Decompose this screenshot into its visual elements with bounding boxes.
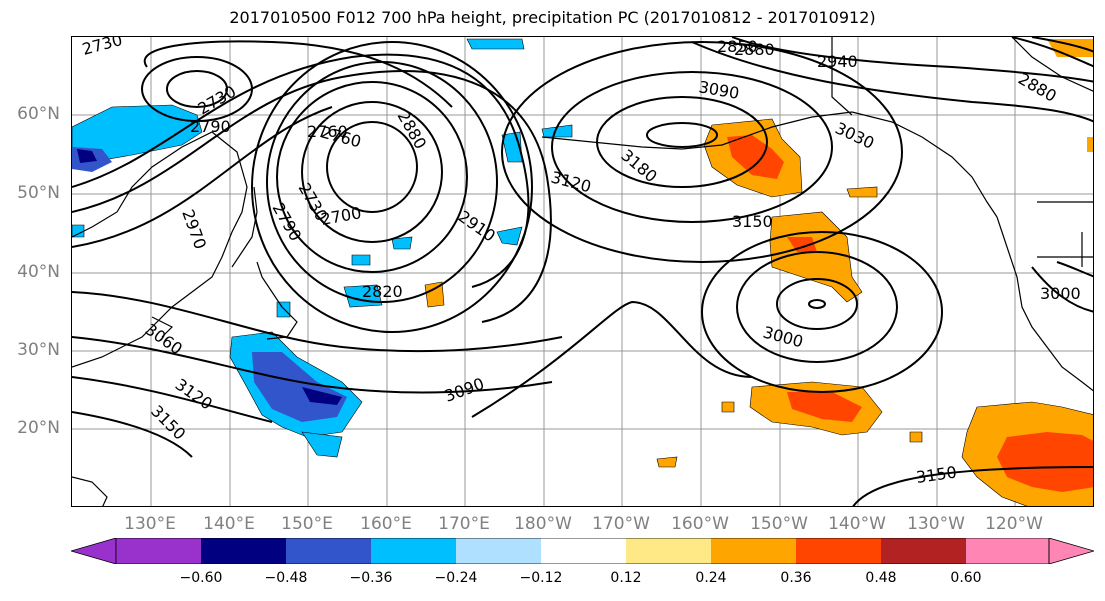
map-title: 2017010500 F012 700 hPa height, precipit… — [229, 8, 876, 27]
lon-label: 130°W — [907, 514, 965, 534]
map-panel: 2730 2730 2790 2760 2880 2850 2880 2940 … — [71, 36, 1094, 507]
lon-label: 140°W — [828, 514, 886, 534]
lon-label: 120°W — [985, 514, 1043, 534]
lon-label: 170°W — [592, 514, 650, 534]
colorbar-tick-label: −0.60 — [179, 570, 223, 586]
colorbar-tick-label: −0.48 — [264, 570, 308, 586]
colorbar-extend-high — [1048, 538, 1094, 564]
height-map-svg: 2730 2730 2790 2760 2880 2850 2880 2940 … — [72, 37, 1093, 506]
contour-label: 2790 — [190, 117, 231, 136]
contour-label: 3060 — [142, 320, 186, 359]
contour-label: 2730 — [80, 37, 124, 59]
coastlines — [72, 37, 1093, 506]
lon-label: 170°E — [438, 514, 490, 534]
contour-label: 2820 — [362, 282, 403, 301]
colorbar-tick-label: −0.36 — [349, 570, 393, 586]
colorbar — [71, 538, 1094, 564]
contour-label: 2850 — [717, 37, 758, 56]
lon-label: 150°W — [750, 514, 808, 534]
contour-label: 2940 — [817, 52, 858, 71]
lon-label: 160°W — [671, 514, 729, 534]
height-contours — [72, 37, 1093, 506]
contour-label: 3120 — [549, 168, 593, 197]
contour-label: 3150 — [147, 401, 189, 443]
precip-negative — [72, 38, 573, 458]
lat-label: 40°N — [17, 262, 60, 282]
lat-label: 20°N — [17, 418, 60, 438]
lat-label: 60°N — [17, 104, 60, 124]
colorbar-tick-label: 0.12 — [610, 570, 642, 586]
colorbar-tick-label: 0.60 — [950, 570, 982, 586]
contour-label: 2880 — [734, 40, 775, 59]
lon-label: 160°E — [360, 514, 412, 534]
contour-label: 3030 — [832, 118, 877, 152]
contour-label: 3150 — [732, 212, 773, 231]
colorbar-tick-label: −0.12 — [519, 570, 563, 586]
lon-label: 140°E — [203, 514, 255, 534]
lat-label: 50°N — [17, 183, 60, 203]
contour-label: 3090 — [442, 374, 487, 406]
contour-label: 2760 — [307, 122, 348, 141]
lat-label: 30°N — [17, 340, 60, 360]
colorbar-segments — [116, 538, 1049, 564]
contour-label: 2970 — [178, 207, 210, 252]
lon-label: 130°E — [124, 514, 176, 534]
colorbar-tick-label: 0.24 — [695, 570, 727, 586]
colorbar-tick-label: −0.24 — [434, 570, 478, 586]
lon-label: 180°W — [514, 514, 572, 534]
precip-positive — [424, 39, 1093, 506]
graticule — [72, 37, 1093, 506]
colorbar-tick-label: 0.48 — [865, 570, 897, 586]
colorbar-tick-label: 0.36 — [780, 570, 812, 586]
colorbar-extend-low — [71, 538, 117, 564]
contour-label: 3000 — [1040, 284, 1081, 303]
contour-label: 3150 — [915, 462, 958, 486]
contour-label: 3120 — [172, 375, 216, 414]
lon-label: 150°E — [281, 514, 333, 534]
